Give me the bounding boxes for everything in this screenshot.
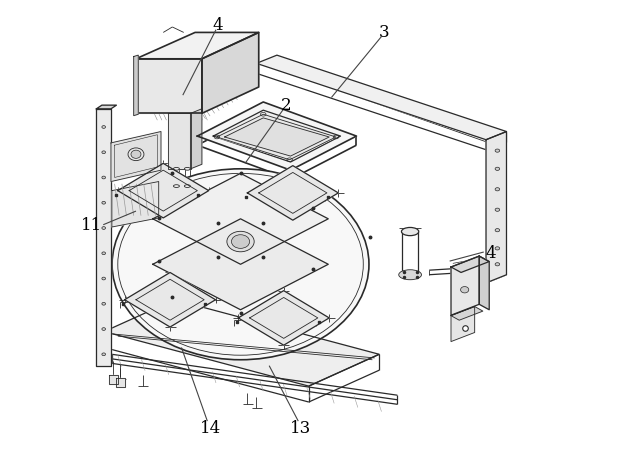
Polygon shape: [124, 273, 216, 327]
Ellipse shape: [401, 271, 419, 279]
Ellipse shape: [102, 303, 106, 305]
Polygon shape: [112, 182, 159, 228]
Ellipse shape: [174, 185, 179, 188]
Polygon shape: [486, 132, 506, 283]
Ellipse shape: [495, 168, 499, 171]
Ellipse shape: [102, 227, 106, 230]
Ellipse shape: [102, 253, 106, 255]
Polygon shape: [134, 56, 138, 116]
Ellipse shape: [495, 150, 499, 153]
Polygon shape: [136, 60, 202, 114]
Polygon shape: [451, 307, 483, 320]
Polygon shape: [153, 174, 328, 265]
Ellipse shape: [102, 278, 106, 280]
Ellipse shape: [227, 232, 254, 252]
Ellipse shape: [401, 228, 419, 236]
Ellipse shape: [102, 353, 106, 356]
Polygon shape: [111, 132, 161, 182]
Polygon shape: [217, 115, 336, 160]
Polygon shape: [109, 375, 118, 384]
Ellipse shape: [174, 168, 179, 171]
Text: 14: 14: [200, 419, 221, 435]
Polygon shape: [153, 219, 328, 310]
Ellipse shape: [495, 209, 499, 212]
Polygon shape: [238, 291, 329, 345]
Polygon shape: [202, 33, 259, 114]
Text: 4: 4: [213, 17, 223, 34]
Ellipse shape: [102, 328, 106, 331]
Polygon shape: [213, 111, 341, 162]
Ellipse shape: [102, 152, 106, 154]
Ellipse shape: [112, 169, 369, 360]
Text: 4: 4: [485, 244, 496, 261]
Ellipse shape: [460, 287, 469, 293]
Polygon shape: [116, 378, 124, 387]
Ellipse shape: [231, 235, 249, 249]
Ellipse shape: [128, 149, 144, 161]
Text: 3: 3: [378, 24, 389, 41]
Polygon shape: [197, 103, 356, 171]
Ellipse shape: [399, 270, 422, 280]
Polygon shape: [225, 119, 329, 157]
Ellipse shape: [102, 177, 106, 179]
Ellipse shape: [184, 168, 190, 171]
Polygon shape: [451, 257, 479, 315]
Ellipse shape: [495, 247, 499, 250]
Text: 2: 2: [281, 96, 291, 113]
Polygon shape: [190, 110, 202, 169]
Ellipse shape: [102, 202, 106, 205]
Polygon shape: [104, 300, 379, 386]
Polygon shape: [136, 33, 259, 60]
Polygon shape: [248, 166, 338, 221]
Ellipse shape: [184, 185, 190, 188]
Ellipse shape: [495, 229, 499, 232]
Polygon shape: [451, 257, 490, 273]
Polygon shape: [168, 114, 190, 169]
Polygon shape: [479, 257, 490, 310]
Ellipse shape: [495, 263, 499, 266]
Polygon shape: [451, 307, 475, 342]
Ellipse shape: [495, 188, 499, 192]
Ellipse shape: [102, 126, 106, 129]
Text: 13: 13: [290, 419, 312, 435]
Polygon shape: [118, 164, 209, 218]
Polygon shape: [96, 106, 116, 110]
Text: 11: 11: [81, 217, 103, 234]
Polygon shape: [96, 110, 111, 366]
Ellipse shape: [131, 151, 141, 159]
Polygon shape: [256, 56, 506, 141]
